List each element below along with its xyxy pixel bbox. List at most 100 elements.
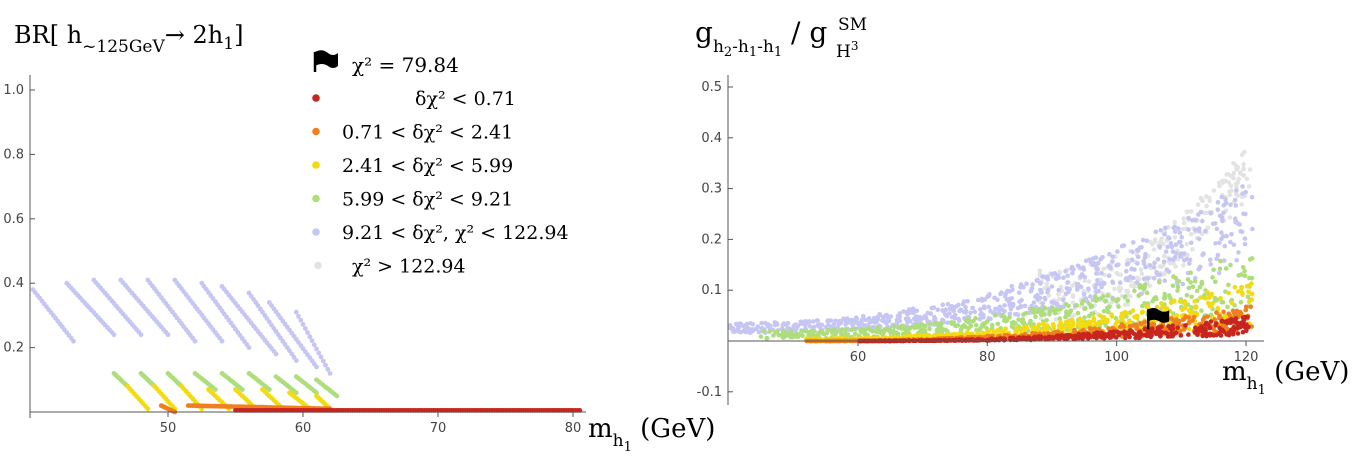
right-point-red	[1127, 328, 1133, 333]
right-point-yellow	[1051, 326, 1056, 331]
left-y-axis-title: BR[ h~125GeV→ 2h1]	[14, 21, 243, 57]
right-point-yellow	[1163, 306, 1169, 311]
right-point-red	[1159, 324, 1164, 330]
right-point-green	[1226, 282, 1231, 288]
left-point-lavender	[138, 332, 144, 338]
right-point-lavender	[1222, 243, 1228, 249]
right-point-red	[1052, 335, 1058, 340]
right-point-gray	[1162, 253, 1167, 259]
right-point-green	[1151, 296, 1157, 301]
right-x-tick-label: 120	[1234, 350, 1259, 365]
right-point-lavender	[1201, 251, 1206, 256]
right-point-gray	[1244, 176, 1250, 182]
right-point-red	[1108, 333, 1113, 339]
right-point-orange	[1138, 321, 1143, 326]
right-point-yellow	[1088, 322, 1093, 328]
right-point-lavender	[1049, 284, 1055, 289]
right-x-tick-label: 60	[850, 350, 867, 365]
right-point-gray	[1161, 272, 1167, 277]
right-point-yellow	[1222, 313, 1228, 318]
right-point-lavender	[1229, 231, 1234, 237]
right-point-lavender	[1180, 281, 1186, 287]
right-point-green	[1082, 315, 1087, 320]
right-point-lavender	[1162, 278, 1168, 284]
right-point-gray	[1152, 237, 1158, 242]
right-point-gray	[1227, 192, 1233, 198]
right-point-lavender	[1161, 259, 1167, 265]
right-point-lavender	[1231, 242, 1237, 247]
right-point-lavender	[780, 323, 785, 328]
right-point-green	[1194, 288, 1200, 294]
right-point-lavender	[1189, 240, 1194, 246]
right-point-lavender	[1193, 217, 1198, 223]
right-point-green	[1239, 272, 1244, 277]
right-point-lavender	[1039, 290, 1044, 295]
right-point-green	[1162, 296, 1167, 301]
left-plot: 50 60 70 80 0.2 0.4 0.6 0.8 1.0 BR[ h~125GeV→ 2h…	[3, 21, 715, 455]
right-point-yellow	[1066, 322, 1072, 327]
right-point-lavender	[972, 309, 978, 315]
legend-swatch-lavender	[312, 228, 320, 236]
right-point-lavender	[1007, 311, 1013, 317]
right-point-yellow	[1218, 296, 1223, 301]
flag-icon	[1146, 307, 1170, 330]
right-point-red	[1164, 331, 1170, 336]
right-point-gray	[1188, 231, 1194, 237]
right-point-red	[1169, 330, 1174, 336]
left-x-tick-label: 70	[430, 421, 447, 436]
right-point-gray	[1190, 246, 1195, 252]
right-point-orange	[1150, 321, 1155, 327]
right-point-gray	[1124, 288, 1129, 294]
right-point-red	[1108, 329, 1113, 335]
right-x-tick-label: 100	[1104, 350, 1129, 365]
right-point-yellow	[1144, 304, 1149, 309]
right-point-yellow	[1098, 320, 1103, 326]
left-point-lavender	[316, 350, 322, 356]
right-point-lavender	[992, 295, 997, 301]
right-point-lavender	[988, 308, 993, 314]
right-point-green	[1185, 277, 1191, 282]
right-point-yellow	[1244, 284, 1250, 289]
right-point-yellow	[1207, 295, 1212, 300]
right-point-lavender	[961, 299, 967, 304]
right-point-lavender	[1167, 257, 1173, 262]
right-point-green	[799, 329, 805, 334]
right-point-red	[1218, 333, 1224, 338]
right-point-lavender	[1081, 267, 1087, 272]
right-point-green	[1220, 299, 1226, 305]
right-point-lavender	[747, 329, 753, 335]
right-point-green	[1141, 286, 1147, 292]
right-point-gray	[1181, 216, 1186, 221]
right-point-lavender	[825, 319, 830, 324]
right-point-orange	[1131, 323, 1136, 328]
right-point-lavender	[1219, 230, 1224, 235]
right-point-lavender	[1135, 254, 1141, 260]
right-point-lavender	[1075, 285, 1080, 290]
right-point-gray	[1205, 225, 1211, 231]
right-point-lavender	[1163, 249, 1169, 254]
right-point-yellow	[1013, 328, 1019, 334]
right-point-green	[1170, 283, 1176, 289]
right-point-gray	[1241, 162, 1246, 167]
right-point-red	[1200, 333, 1205, 339]
right-point-yellow	[1093, 321, 1099, 327]
right-point-gray	[1223, 178, 1228, 184]
right-point-green	[779, 333, 784, 338]
right-point-red	[1056, 333, 1061, 338]
right-point-green	[1074, 303, 1079, 308]
right-point-red	[1195, 330, 1200, 336]
right-point-lavender	[884, 312, 889, 318]
right-point-green	[980, 322, 985, 328]
right-point-yellow	[1190, 309, 1195, 314]
right-point-gray	[1246, 184, 1252, 189]
right-point-red	[1153, 331, 1159, 337]
right-point-gray	[1247, 167, 1253, 172]
right-point-lavender	[1223, 196, 1228, 202]
right-point-green	[825, 327, 830, 333]
right-point-green	[1175, 288, 1180, 293]
right-point-yellow	[1186, 326, 1192, 332]
left-point-lavender	[192, 338, 198, 344]
left-point-green	[266, 387, 272, 392]
left-point-green	[212, 387, 218, 392]
